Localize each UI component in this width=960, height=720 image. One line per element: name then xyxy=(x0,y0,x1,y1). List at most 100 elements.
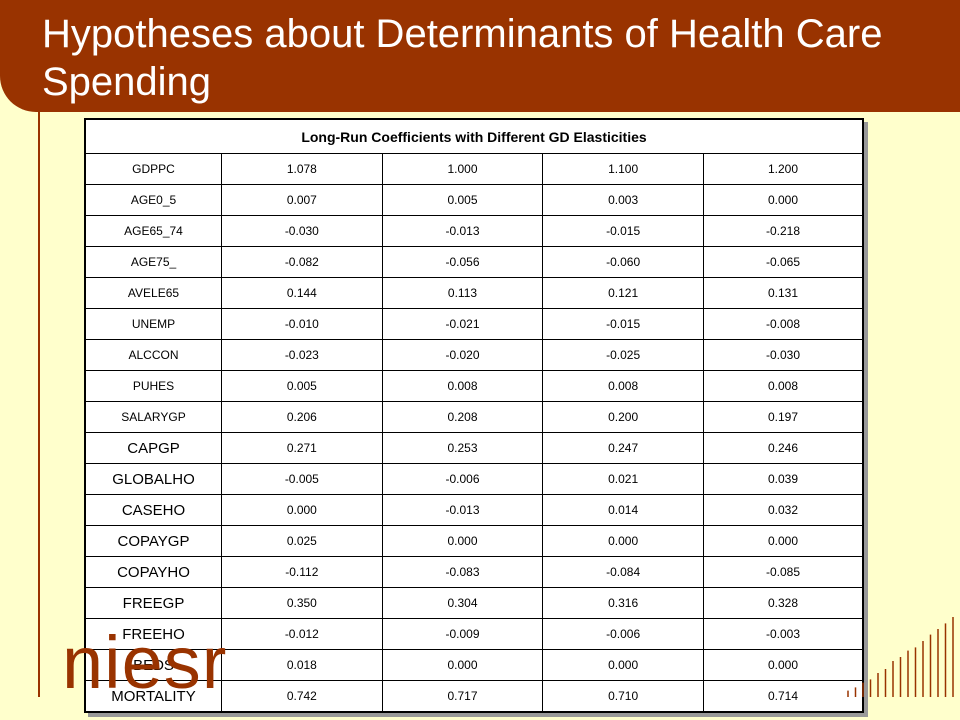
coefficient-cell: 0.271 xyxy=(221,432,383,464)
table-row: COPAYGP 0.025 0.000 0.000 0.000 xyxy=(86,525,862,557)
row-label: MORTALITY xyxy=(86,680,222,711)
coefficient-cell: -0.009 xyxy=(381,618,544,650)
coefficient-cell: -0.008 xyxy=(702,308,862,340)
coefficient-cell: 0.200 xyxy=(542,401,704,433)
coefficient-cell: 0.021 xyxy=(542,463,704,495)
coefficient-cell: 0.253 xyxy=(381,432,544,464)
coefficient-cell: 0.000 xyxy=(542,525,704,557)
coefficient-cell: 0.000 xyxy=(702,649,862,681)
coefficient-cell: -0.083 xyxy=(381,556,544,588)
coefficient-cell: 0.710 xyxy=(542,680,704,711)
coefficient-cell: -0.023 xyxy=(221,339,383,371)
coefficient-cell: -0.112 xyxy=(221,556,383,588)
coefficient-cell: -0.056 xyxy=(381,246,544,278)
table-row: GDPPC 1.078 1.000 1.100 1.200 xyxy=(86,153,862,185)
row-label: AGE0_5 xyxy=(86,184,222,216)
coefficient-cell: 0.144 xyxy=(221,277,383,309)
table-caption: Long-Run Coefficients with Different GD … xyxy=(86,120,862,154)
coefficient-cell: 0.000 xyxy=(221,494,383,526)
table-row: AGE0_5 0.007 0.005 0.003 0.000 xyxy=(86,184,862,216)
coefficient-cell: -0.013 xyxy=(381,215,544,247)
coefficient-cell: -0.010 xyxy=(221,308,383,340)
coefficient-cell: 0.008 xyxy=(542,370,704,402)
coefficient-cell: 0.247 xyxy=(542,432,704,464)
table-row: SALARYGP 0.206 0.208 0.200 0.197 xyxy=(86,401,862,433)
coefficient-cell: -0.065 xyxy=(702,246,862,278)
table-row: UNEMP -0.010 -0.021 -0.015 -0.008 xyxy=(86,308,862,340)
table-row: COPAYHO -0.112 -0.083 -0.084 -0.085 xyxy=(86,556,862,588)
coefficient-cell: 0.005 xyxy=(381,184,544,216)
coefficient-cell: 0.025 xyxy=(221,525,383,557)
row-label: UNEMP xyxy=(86,308,222,340)
coefficient-cell: 0.000 xyxy=(542,649,704,681)
coefficient-cell: -0.015 xyxy=(542,215,704,247)
coefficient-cell: -0.015 xyxy=(542,308,704,340)
table-row: FREEHO -0.012 -0.009 -0.006 -0.003 xyxy=(86,618,862,650)
slide-title: Hypotheses about Determinants of Health … xyxy=(42,12,883,104)
coefficient-cell: -0.030 xyxy=(221,215,383,247)
coefficient-cell: 0.197 xyxy=(702,401,862,433)
table-row: AVELE65 0.144 0.113 0.121 0.131 xyxy=(86,277,862,309)
coefficient-cell: 0.008 xyxy=(702,370,862,402)
table-row: BEDS 0.018 0.000 0.000 0.000 xyxy=(86,649,862,681)
coefficient-cell: -0.082 xyxy=(221,246,383,278)
table-row: MORTALITY 0.742 0.717 0.710 0.714 xyxy=(86,680,862,711)
coefficient-cell: -0.006 xyxy=(542,618,704,650)
coefficient-cell: 1.100 xyxy=(542,153,704,185)
coefficient-cell: -0.084 xyxy=(542,556,704,588)
coefficient-cell: 0.005 xyxy=(221,370,383,402)
coefficient-cell: 0.316 xyxy=(542,587,704,619)
coefficient-cell: -0.003 xyxy=(702,618,862,650)
row-label: CASEHO xyxy=(86,494,222,526)
coefficient-cell: -0.005 xyxy=(221,463,383,495)
coefficient-cell: 0.121 xyxy=(542,277,704,309)
row-label: AGE75_ xyxy=(86,246,222,278)
title-banner: Hypotheses about Determinants of Health … xyxy=(0,0,960,112)
decorative-bars-graphic xyxy=(847,617,954,697)
row-label: AGE65_74 xyxy=(86,215,222,247)
coefficient-cell: 0.206 xyxy=(221,401,383,433)
coefficient-cell: 0.007 xyxy=(221,184,383,216)
coefficient-cell: -0.030 xyxy=(702,339,862,371)
coefficient-cell: -0.012 xyxy=(221,618,383,650)
left-divider-line xyxy=(38,112,40,697)
coefficient-cell: 0.714 xyxy=(702,680,862,711)
coefficient-cell: 1.000 xyxy=(381,153,544,185)
coefficient-cell: 1.200 xyxy=(702,153,862,185)
coefficient-cell: -0.020 xyxy=(381,339,544,371)
table-row: CAPGP 0.271 0.253 0.247 0.246 xyxy=(86,432,862,464)
row-label: AVELE65 xyxy=(86,277,222,309)
coefficient-cell: -0.013 xyxy=(381,494,544,526)
table-row: GLOBALHO -0.005 -0.006 0.021 0.039 xyxy=(86,463,862,495)
coefficient-cell: 0.032 xyxy=(702,494,862,526)
coefficient-cell: 0.328 xyxy=(702,587,862,619)
row-label: CAPGP xyxy=(86,432,222,464)
coefficient-cell: 0.000 xyxy=(702,184,862,216)
coefficient-cell: 0.000 xyxy=(381,649,544,681)
coefficient-cell: 0.246 xyxy=(702,432,862,464)
row-label: FREEHO xyxy=(86,618,222,650)
coefficient-cell: -0.218 xyxy=(702,215,862,247)
coefficient-cell: -0.006 xyxy=(381,463,544,495)
coefficient-cell: 0.039 xyxy=(702,463,862,495)
coefficient-cell: -0.060 xyxy=(542,246,704,278)
table-caption-row: Long-Run Coefficients with Different GD … xyxy=(86,120,862,154)
coefficient-cell: 0.304 xyxy=(381,587,544,619)
coefficient-cell: -0.085 xyxy=(702,556,862,588)
table-row: FREEGP 0.350 0.304 0.316 0.328 xyxy=(86,587,862,619)
coefficient-cell: 0.003 xyxy=(542,184,704,216)
coefficient-cell: -0.025 xyxy=(542,339,704,371)
coefficient-cell: 0.008 xyxy=(381,370,544,402)
niesr-logo: niesr xyxy=(62,621,228,704)
coefficient-cell: 0.742 xyxy=(221,680,383,711)
coefficient-cell: 0.350 xyxy=(221,587,383,619)
coefficient-cell: 0.113 xyxy=(381,277,544,309)
table-row: PUHES 0.005 0.008 0.008 0.008 xyxy=(86,370,862,402)
row-label: PUHES xyxy=(86,370,222,402)
coefficients-table-container: Long-Run Coefficients with Different GD … xyxy=(84,118,864,713)
row-label: SALARYGP xyxy=(86,401,222,433)
coefficient-cell: 1.078 xyxy=(221,153,383,185)
coefficient-cell: -0.021 xyxy=(381,308,544,340)
coefficients-table: Long-Run Coefficients with Different GD … xyxy=(86,120,862,711)
coefficient-cell: 0.000 xyxy=(381,525,544,557)
